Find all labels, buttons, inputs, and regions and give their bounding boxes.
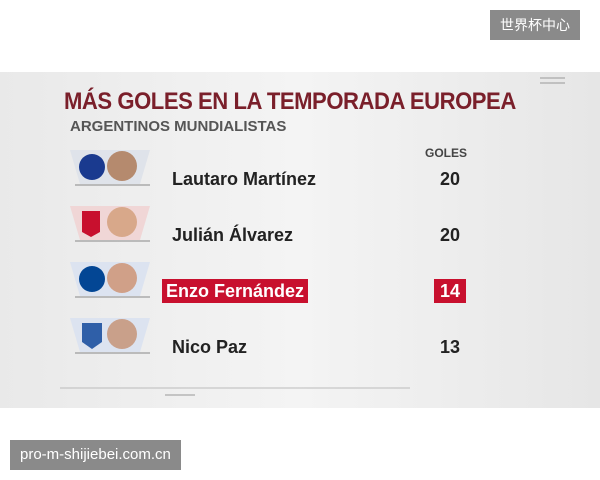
title: MÁS GOLES EN LA TEMPORADA EUROPEA	[64, 88, 516, 115]
player-name: Enzo Fernández	[162, 279, 309, 303]
watermark: pro-m-shijiebei.com.cn	[10, 440, 181, 470]
goals: 14	[434, 279, 466, 303]
row-badges	[60, 77, 565, 396]
player-name: Julián Álvarez	[172, 225, 294, 245]
goals: 20	[439, 225, 461, 245]
player-name: Nico Paz	[172, 337, 248, 357]
player-name: Lautaro Martínez	[172, 169, 317, 189]
column-header: GOLES	[425, 146, 468, 160]
watermark: 世界杯中心	[490, 10, 580, 40]
subtitle: ARGENTINOS MUNDIALISTAS	[70, 118, 287, 135]
goals: 13	[439, 337, 461, 357]
goals: 20	[439, 169, 461, 189]
